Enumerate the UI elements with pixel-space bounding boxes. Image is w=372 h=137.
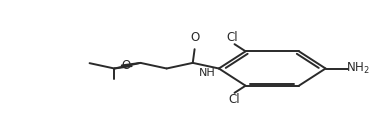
Text: NH$_2$: NH$_2$ xyxy=(346,61,370,76)
Text: Cl: Cl xyxy=(227,31,238,44)
Text: NH: NH xyxy=(199,68,216,78)
Text: Cl: Cl xyxy=(229,93,240,106)
Text: O: O xyxy=(122,59,131,72)
Text: O: O xyxy=(190,31,199,44)
